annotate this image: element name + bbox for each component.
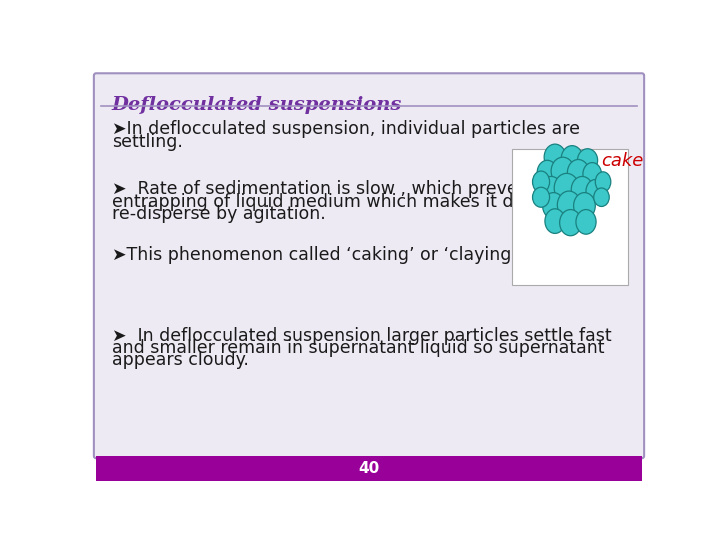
FancyBboxPatch shape bbox=[512, 148, 628, 285]
Ellipse shape bbox=[545, 209, 565, 233]
Text: ➤  In deflocculated suspension larger particles settle fast: ➤ In deflocculated suspension larger par… bbox=[112, 327, 611, 345]
Ellipse shape bbox=[544, 144, 566, 170]
Text: appears cloudy.: appears cloudy. bbox=[112, 351, 248, 369]
Text: 40: 40 bbox=[359, 461, 379, 476]
Ellipse shape bbox=[586, 179, 605, 202]
Ellipse shape bbox=[543, 193, 564, 219]
Ellipse shape bbox=[574, 193, 595, 219]
Ellipse shape bbox=[561, 146, 583, 172]
FancyBboxPatch shape bbox=[94, 73, 644, 458]
Ellipse shape bbox=[567, 159, 589, 186]
Text: ➤This phenomenon called ‘caking’ or ‘claying’.: ➤This phenomenon called ‘caking’ or ‘cla… bbox=[112, 246, 522, 264]
Ellipse shape bbox=[594, 188, 609, 206]
Ellipse shape bbox=[557, 191, 580, 219]
Text: ➤In deflocculated suspension, individual particles are: ➤In deflocculated suspension, individual… bbox=[112, 120, 580, 138]
Ellipse shape bbox=[551, 157, 575, 185]
Ellipse shape bbox=[583, 163, 601, 186]
Ellipse shape bbox=[559, 210, 581, 236]
Text: entrapping of liquid medium which makes it difficult to: entrapping of liquid medium which makes … bbox=[112, 193, 590, 211]
Text: ➤  Rate of sedimentation is slow , which prevents: ➤ Rate of sedimentation is slow , which … bbox=[112, 180, 544, 198]
Ellipse shape bbox=[533, 187, 549, 207]
Ellipse shape bbox=[533, 171, 549, 193]
Ellipse shape bbox=[571, 177, 593, 202]
Ellipse shape bbox=[576, 210, 596, 234]
Ellipse shape bbox=[595, 172, 611, 192]
Text: cake: cake bbox=[601, 152, 644, 170]
Text: settling.: settling. bbox=[112, 132, 183, 151]
Bar bbox=[96, 456, 642, 481]
Ellipse shape bbox=[537, 160, 557, 185]
Ellipse shape bbox=[540, 177, 562, 202]
Text: and smaller remain in supernatant liquid so supernatant: and smaller remain in supernatant liquid… bbox=[112, 339, 604, 357]
Text: Deflocculated suspensions: Deflocculated suspensions bbox=[112, 96, 402, 113]
Text: re-disperse by agitation.: re-disperse by agitation. bbox=[112, 205, 325, 223]
Ellipse shape bbox=[554, 173, 579, 202]
Ellipse shape bbox=[577, 148, 598, 172]
